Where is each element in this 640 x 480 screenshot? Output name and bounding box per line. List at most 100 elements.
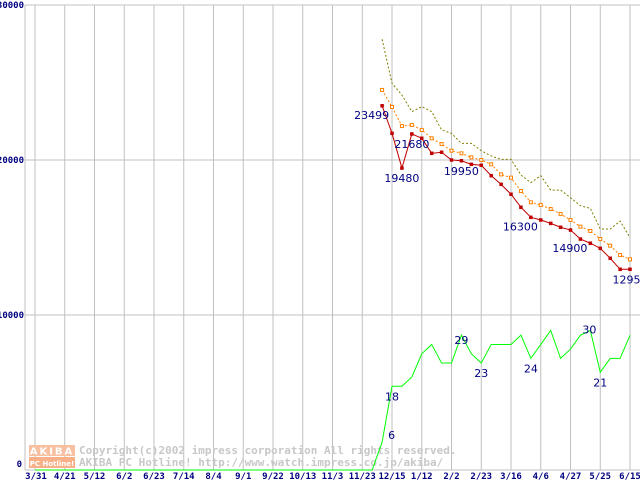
x-tick-label: 10/13 xyxy=(289,472,316,480)
data-point-min-price xyxy=(588,241,593,245)
x-tick-label: 6/2 xyxy=(116,472,132,480)
data-point-min-price xyxy=(489,173,493,178)
data-point-min-price xyxy=(410,132,414,136)
x-tick-label: 12/15 xyxy=(378,472,405,480)
x-tick-label: 2/2 xyxy=(443,472,459,480)
data-point-average-price xyxy=(380,87,385,92)
data-point-min-price xyxy=(400,166,404,170)
data-point-min-price xyxy=(578,237,583,241)
series-line-shop-count xyxy=(35,329,631,471)
data-point-min-price xyxy=(539,218,543,222)
data-point-min-price xyxy=(519,205,523,210)
x-tick-label: 4/6 xyxy=(533,472,549,480)
series-line-min-price xyxy=(381,105,631,270)
y-tick-label: 20000 xyxy=(0,156,24,166)
data-point-average-price xyxy=(429,136,434,141)
data-point-average-price xyxy=(390,104,395,109)
y-tick-label: 30000 xyxy=(0,1,24,11)
data-point-average-price xyxy=(618,253,623,258)
data-point-average-price xyxy=(419,127,424,132)
x-tick-label: 5/12 xyxy=(84,472,106,480)
data-point-average-price xyxy=(608,243,613,248)
data-point-min-price xyxy=(558,225,563,230)
data-point-average-price xyxy=(548,206,553,211)
data-point-average-price xyxy=(439,142,444,147)
logo-top-bg xyxy=(29,445,75,456)
data-point-average-price xyxy=(538,202,543,207)
x-tick-label: 4/27 xyxy=(560,472,582,480)
y-tick-label: 10000 xyxy=(0,311,24,321)
data-point-average-price xyxy=(518,189,523,193)
data-point-min-price xyxy=(420,136,424,141)
data-point-min-price xyxy=(459,159,464,163)
data-point-min-price xyxy=(548,221,553,226)
data-point-average-price xyxy=(588,228,593,233)
data-label: 6 xyxy=(388,429,395,442)
data-label: 21680 xyxy=(394,138,429,151)
data-point-min-price xyxy=(439,150,444,154)
x-tick-label: 9/22 xyxy=(262,472,284,480)
logo-bottom-bg xyxy=(29,457,75,468)
data-point-min-price xyxy=(598,246,603,251)
x-tick-label: 3/16 xyxy=(500,472,522,480)
x-tick-label: 2/23 xyxy=(470,472,492,480)
data-label: 23499 xyxy=(354,109,389,122)
x-tick-label: 6/15 xyxy=(619,472,640,480)
data-point-average-price xyxy=(568,217,573,222)
x-tick-label: 5/25 xyxy=(589,472,611,480)
data-point-min-price xyxy=(469,162,474,167)
data-label: 14900 xyxy=(552,242,587,255)
data-point-min-price xyxy=(479,163,484,168)
x-tick-label: 8/4 xyxy=(205,472,222,480)
data-point-average-price xyxy=(578,224,583,229)
data-point-min-price xyxy=(628,267,632,272)
data-point-min-price xyxy=(529,215,533,220)
x-tick-label: 9/1 xyxy=(235,472,251,480)
data-point-average-price xyxy=(489,162,494,167)
data-point-min-price xyxy=(618,267,622,272)
data-point-min-price xyxy=(608,256,612,261)
data-point-average-price xyxy=(558,211,563,216)
data-label: 16300 xyxy=(503,220,538,233)
data-label: 29 xyxy=(454,334,468,347)
data-point-min-price xyxy=(449,158,454,162)
x-tick-label: 11/3 xyxy=(322,472,344,480)
data-label: 21 xyxy=(593,376,607,389)
data-label: 19950 xyxy=(444,165,479,178)
x-tick-label: 3/31 xyxy=(25,472,47,480)
data-point-min-price xyxy=(509,192,513,197)
data-label: 12950 xyxy=(613,273,640,286)
data-point-min-price xyxy=(380,104,384,108)
data-point-average-price xyxy=(598,237,603,242)
data-label: 23 xyxy=(474,367,488,380)
data-point-average-price xyxy=(628,257,633,262)
logo-text-top: AKIBA xyxy=(30,447,75,458)
data-point-average-price xyxy=(528,200,533,205)
data-point-min-price xyxy=(390,131,394,136)
data-point-average-price xyxy=(479,158,484,162)
data-point-min-price xyxy=(499,182,503,187)
copyright-text: Copyright(c)2002 impress corporation All… xyxy=(79,444,457,457)
data-point-average-price xyxy=(469,155,474,160)
series-layer xyxy=(35,39,633,471)
data-point-average-price xyxy=(449,148,454,153)
x-tick-label: 6/23 xyxy=(143,472,165,480)
data-label: 30 xyxy=(582,324,596,337)
watermark: AKIBA PC Hotline! Copyright(c)2002 impre… xyxy=(29,444,457,469)
data-point-min-price xyxy=(429,151,434,156)
data-point-min-price xyxy=(568,228,573,232)
series-line-max-price xyxy=(381,39,631,238)
data-point-average-price xyxy=(399,124,404,129)
logo-text-bottom: PC Hotline! xyxy=(30,460,74,468)
site-url-text: AKIBA PC Hotline! http://www.watch.impre… xyxy=(79,456,444,469)
x-tick-label: 11/23 xyxy=(349,472,376,480)
data-point-average-price xyxy=(509,175,514,180)
x-tick-label: 1/12 xyxy=(411,472,433,480)
data-label: 19480 xyxy=(384,172,419,185)
data-point-average-price xyxy=(499,172,504,177)
grid xyxy=(24,4,640,471)
data-label: 24 xyxy=(524,362,538,375)
